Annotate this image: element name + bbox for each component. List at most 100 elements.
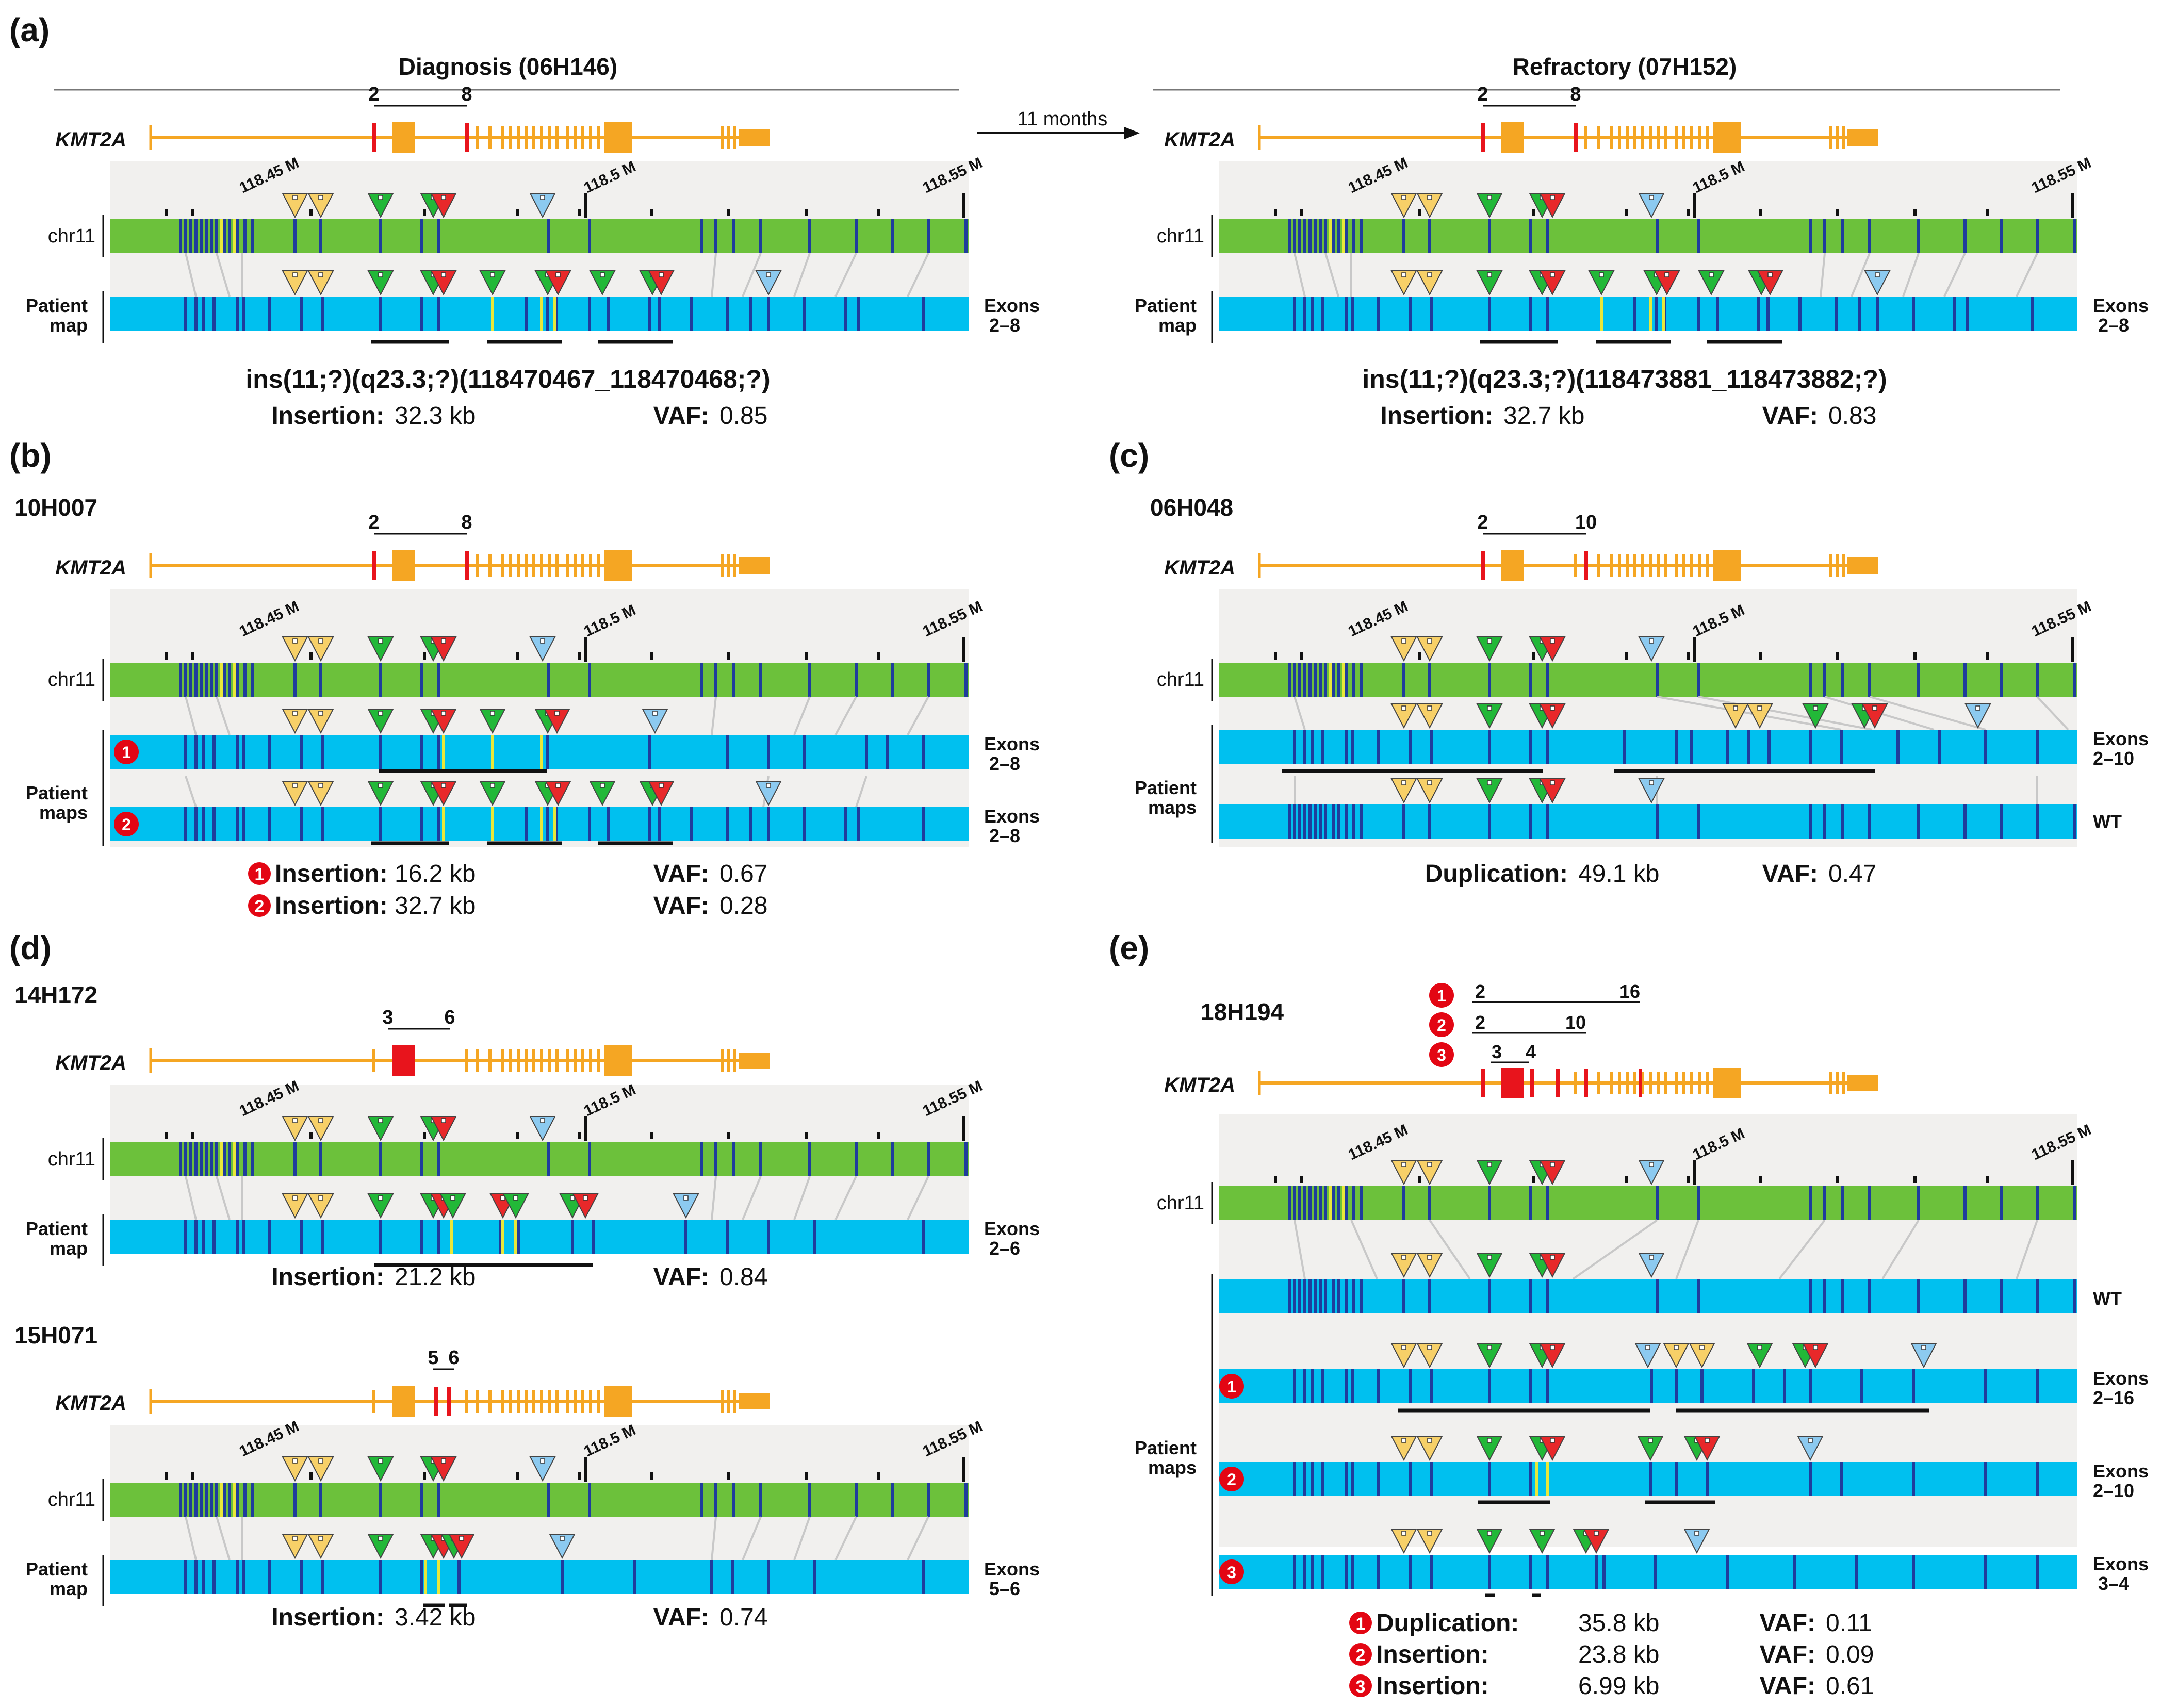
label-site: [202, 735, 205, 769]
label-site: [1332, 1186, 1335, 1220]
label-site: [228, 219, 231, 253]
gene-exon: [488, 554, 492, 577]
label-site: [1345, 1186, 1348, 1220]
site-marker: [1699, 1345, 1705, 1350]
gene-exon: [566, 554, 569, 577]
label-site: [1428, 219, 1431, 253]
label-site: [1809, 1186, 1812, 1220]
gene-exon-large: [1501, 122, 1524, 153]
map-row-label: Patient: [1135, 295, 1197, 316]
motif-triangle: [1529, 1529, 1556, 1554]
motif-triangle: [1476, 703, 1503, 729]
label-site: [236, 807, 239, 841]
label-site: [202, 1220, 205, 1254]
insertion-site: [491, 735, 494, 769]
label-site: [1321, 1462, 1324, 1496]
label-site: [726, 807, 729, 841]
site-marker: [1401, 1255, 1406, 1260]
label-site: [228, 1142, 231, 1176]
motif-triangle: [307, 781, 334, 807]
site-marker: [1487, 1531, 1492, 1536]
label-site: [561, 1560, 564, 1594]
gene-exon: [540, 126, 543, 149]
gene-exon: [1626, 1072, 1629, 1094]
label-site: [1726, 1555, 1729, 1589]
label-site: [1656, 1186, 1659, 1220]
map-exons-label: Exons: [2093, 295, 2149, 316]
label-site: [1855, 1555, 1858, 1589]
site-marker: [378, 711, 383, 716]
label-site: [1675, 1369, 1678, 1403]
label-site: [2036, 1555, 2039, 1589]
label-site: [922, 1220, 925, 1254]
motif-triangle: [1797, 1436, 1824, 1461]
label-site: [205, 663, 208, 697]
label-site: [1311, 1555, 1314, 1589]
motif-triangle: [1864, 270, 1891, 296]
label-site: [194, 297, 198, 331]
map-badge: [1219, 1559, 1244, 1584]
label-site: [212, 297, 216, 331]
exon-range-start: 2: [368, 512, 379, 533]
label-site: [547, 1483, 550, 1517]
site-marker: [659, 272, 664, 277]
label-site: [223, 1142, 226, 1176]
label-site: [1546, 219, 1549, 253]
label-site: [759, 1142, 762, 1176]
gene-exon: [509, 126, 512, 149]
gene-exon-large: [1501, 1068, 1524, 1098]
scale-tick: [1532, 652, 1535, 660]
scale-tick: [650, 1132, 653, 1139]
map-row-label: map: [50, 1578, 88, 1599]
label-site: [437, 1483, 440, 1517]
motif-triangle: [1802, 703, 1829, 729]
gene-exon: [501, 1390, 504, 1413]
label-site: [1303, 1555, 1306, 1589]
gene-exon: [476, 126, 479, 149]
label-site: [808, 219, 811, 253]
motif-triangle: [1390, 270, 1417, 296]
badge-2: [248, 894, 271, 917]
motif-triangle: [479, 270, 506, 296]
label-site: [1293, 1555, 1296, 1589]
insertion-site: [1649, 297, 1652, 331]
label-site: [1308, 1186, 1312, 1220]
gene-exon-highlight: [1574, 123, 1578, 152]
label-site: [1860, 1369, 1863, 1403]
exon-range-end: 4: [1526, 1041, 1536, 1062]
label-site: [379, 735, 382, 769]
motif-triangle: [572, 1193, 599, 1219]
label-site: [1360, 804, 1363, 839]
site-marker: [292, 783, 298, 788]
label-site: [243, 1483, 247, 1517]
site-marker: [1645, 1345, 1650, 1350]
label-site: [300, 297, 303, 331]
label-site: [1868, 1279, 1871, 1313]
label-site: [759, 219, 762, 253]
vaf-label: VAF:: [653, 1604, 709, 1631]
site-marker: [1649, 195, 1654, 200]
gene-exon: [1829, 554, 1832, 577]
label-site: [1409, 1555, 1412, 1589]
panel-d-letter: (d): [9, 929, 52, 966]
site-marker: [1427, 1162, 1432, 1167]
label-site: [437, 297, 440, 331]
label-site: [1841, 1279, 1844, 1313]
site-marker: [1594, 1531, 1599, 1536]
label-site: [1409, 1369, 1412, 1403]
label-site: [700, 663, 703, 697]
sample-id: 10H007: [14, 494, 97, 521]
gene-name: KMT2A: [1164, 556, 1235, 579]
motif-triangle: [367, 709, 394, 734]
label-site: [223, 663, 226, 697]
label-site: [1809, 1369, 1812, 1403]
gene-exon: [1618, 1072, 1621, 1094]
label-site: [1823, 804, 1826, 839]
motif-triangle: [1390, 1253, 1417, 1278]
site-marker: [318, 195, 323, 200]
label-site: [1351, 1555, 1354, 1589]
label-site: [1303, 219, 1306, 253]
label-site: [379, 1220, 382, 1254]
